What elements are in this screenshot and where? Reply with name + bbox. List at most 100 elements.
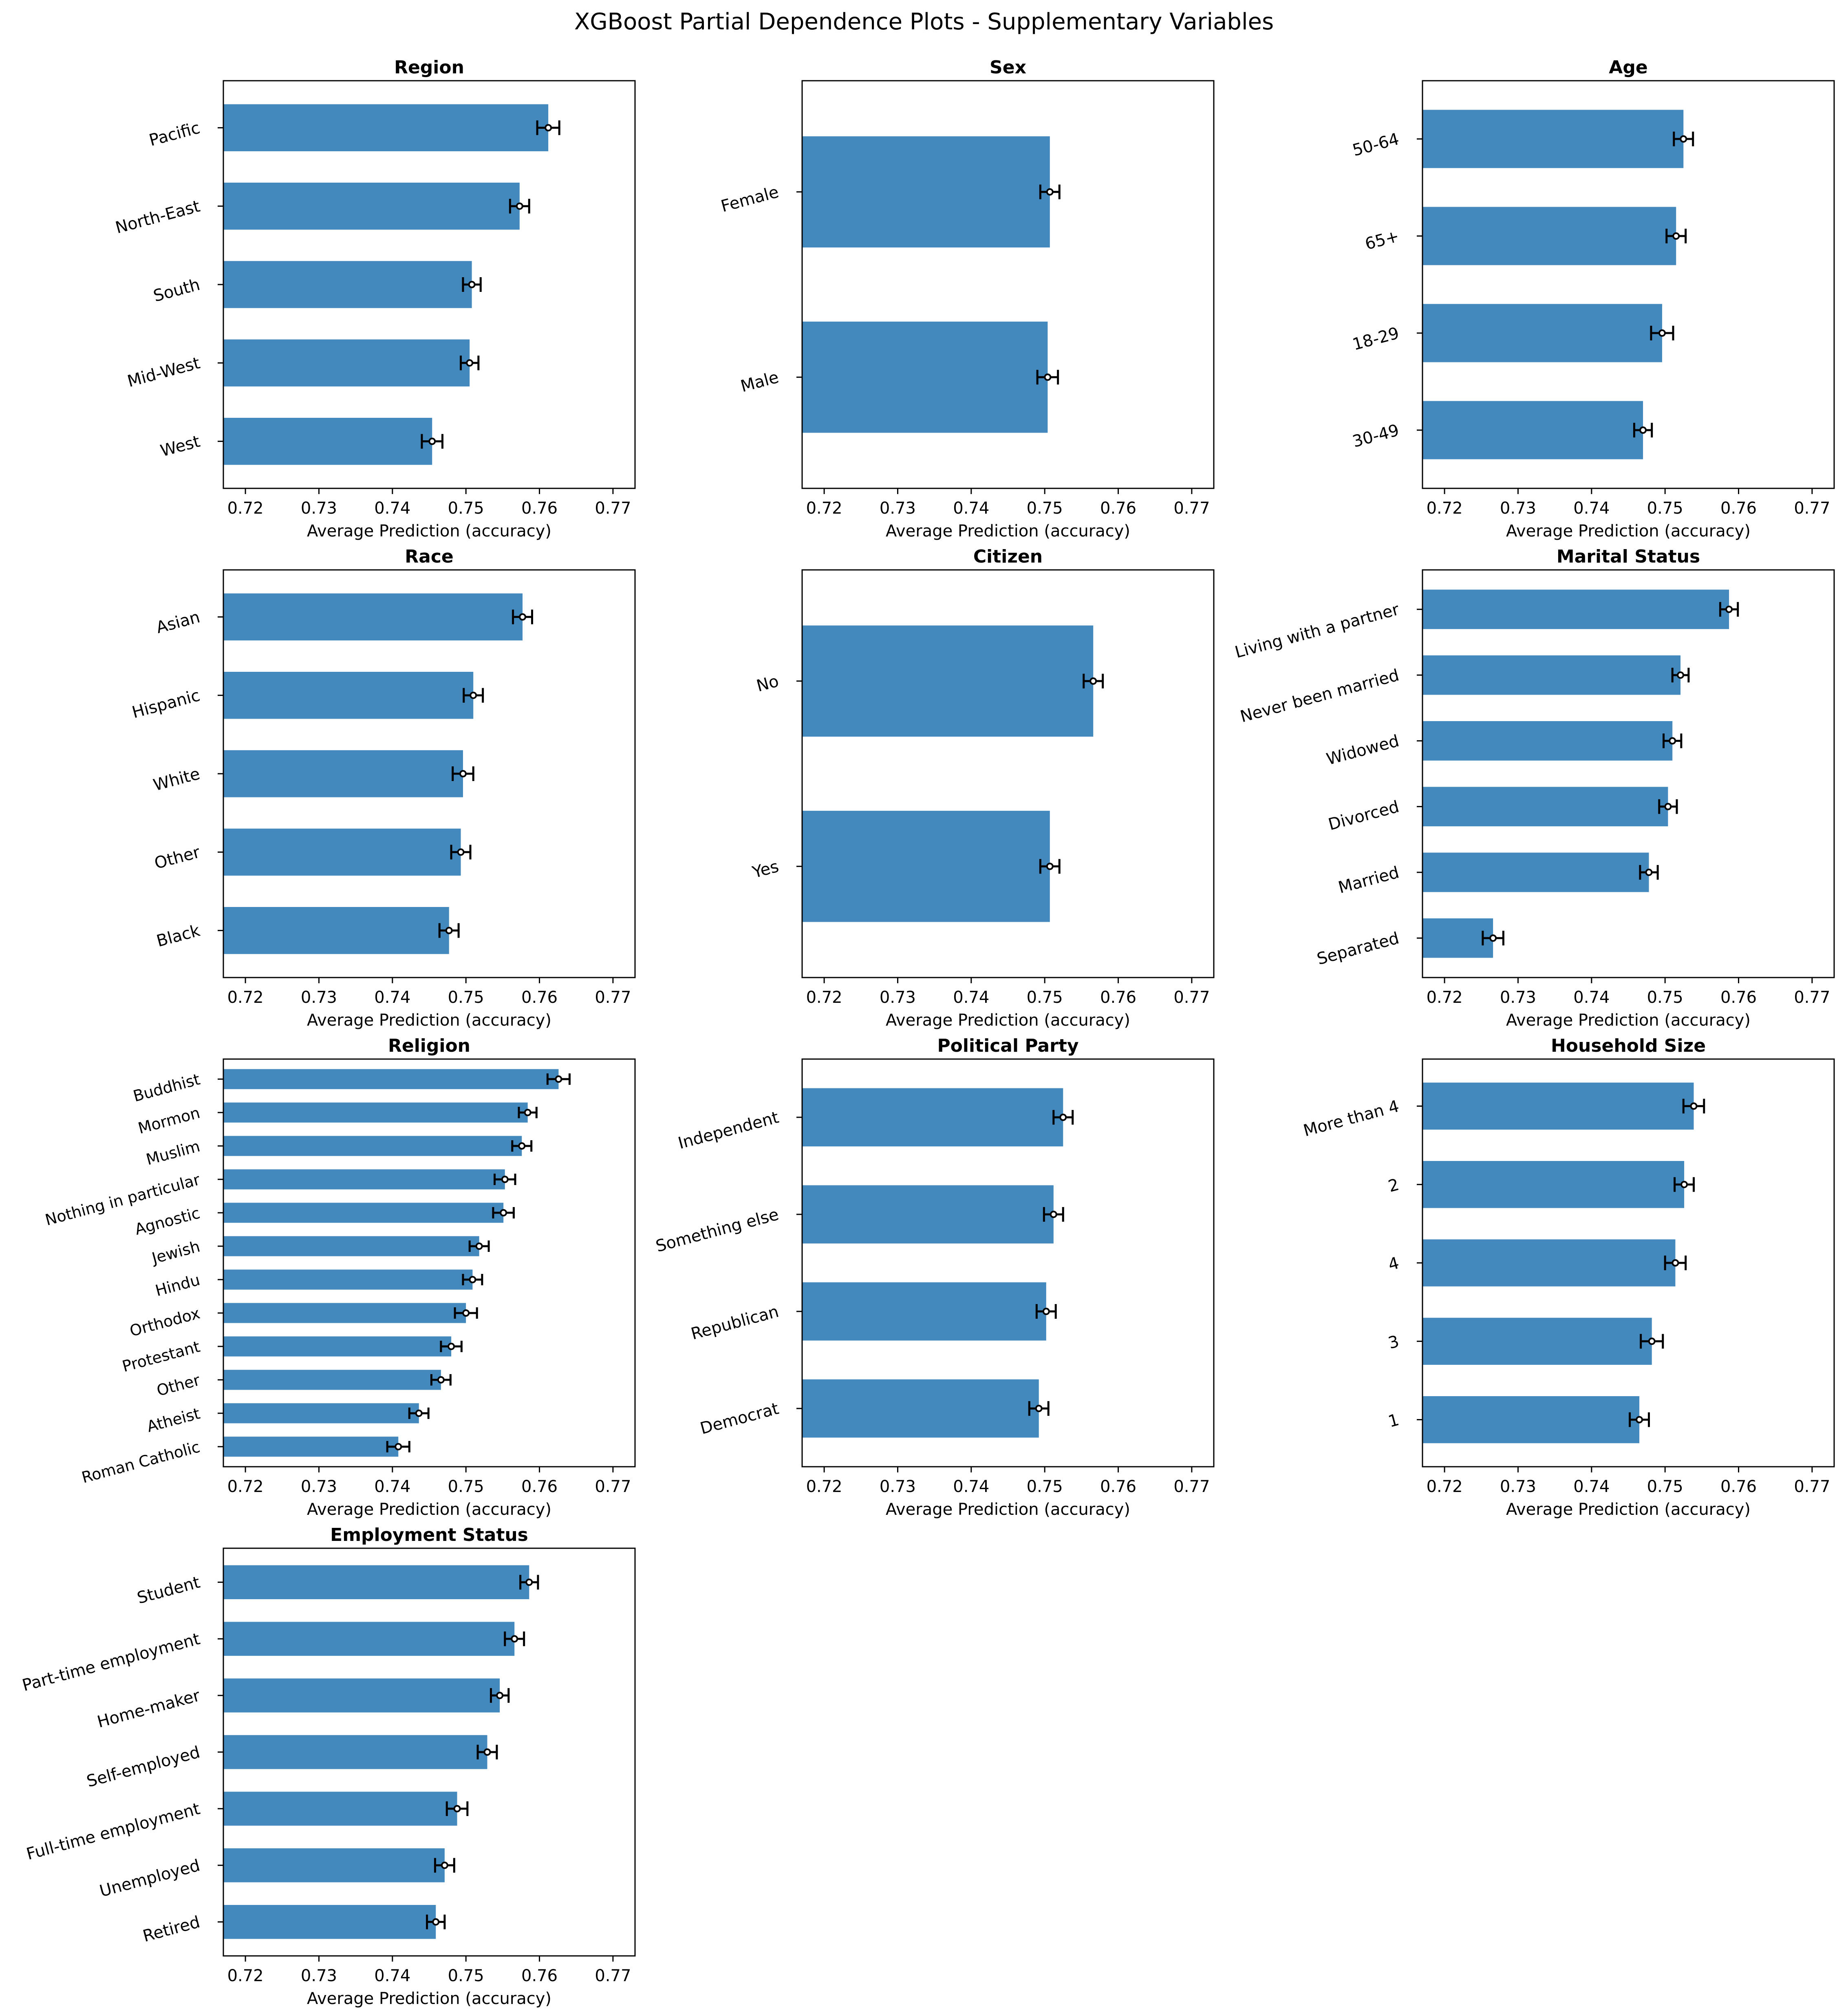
ytick-label-citizen-yes: Yes <box>750 857 781 882</box>
ytick-label-race-hispanic: Hispanic <box>130 686 202 722</box>
panel-title-political-party: Political Party <box>937 1035 1078 1056</box>
xtick-label-religion-4: 0.76 <box>521 1477 558 1496</box>
bar-sex-male <box>802 321 1048 433</box>
mean-point-citizen-no <box>1089 677 1097 685</box>
bar-age-18-29 <box>1422 304 1662 362</box>
bar-race-other <box>223 828 461 876</box>
mean-point-religion-nothing-in-particular <box>501 1176 509 1183</box>
bar-religion-buddhist <box>223 1069 559 1089</box>
ytick-label-religion-mormon: Mormon <box>136 1104 202 1137</box>
xtick-label-region-1: 0.73 <box>301 499 337 518</box>
mean-point-race-hispanic <box>470 691 477 699</box>
bar-household-size-4 <box>1422 1239 1676 1287</box>
bar-political-party-democrat <box>802 1379 1039 1438</box>
ytick-label-employment-status-self-employed: Self-employed <box>85 1743 202 1791</box>
bar-race-hispanic <box>223 672 474 719</box>
ytick-label-political-party-republican: Republican <box>689 1302 781 1344</box>
xtick-label-age-4: 0.76 <box>1720 499 1757 518</box>
mean-point-region-mid-west <box>466 359 474 367</box>
xtick-label-citizen-0: 0.72 <box>806 988 842 1007</box>
xtick-label-employment-status-1: 0.73 <box>301 1966 337 1985</box>
xtick-label-religion-2: 0.74 <box>374 1477 410 1496</box>
xtick-label-region-2: 0.74 <box>374 499 410 518</box>
bar-citizen-no <box>802 625 1094 737</box>
xtick-label-region-0: 0.72 <box>227 499 264 518</box>
xtick-label-political-party-3: 0.75 <box>1027 1477 1063 1496</box>
panel-marital-status: Marital Status Living with a partnerNever… <box>1233 546 1835 1030</box>
bar-employment-status-self-employed <box>223 1735 487 1769</box>
xtick-label-age-5: 0.77 <box>1794 499 1830 518</box>
panel-sex: Sex Female Male 0.72 0.73 0.74 0.75 0.76 0.77 Ave… <box>719 57 1215 541</box>
xtick-label-political-party-4: 0.76 <box>1100 1477 1136 1496</box>
ytick-label-marital-status-married: Married <box>1336 863 1401 897</box>
ytick-label-region-west: West <box>159 432 202 461</box>
ytick-label-household-size-3: 3 <box>1386 1332 1401 1353</box>
panel-citizen: Citizen No Yes 0.72 0.73 0.74 0.75 0.76 0.77 Aver… <box>750 546 1215 1030</box>
figure-title: XGBoost Partial Dependence Plots - Suppl… <box>574 9 1274 35</box>
xtick-label-employment-status-0: 0.72 <box>227 1966 264 1985</box>
bar-religion-orthodox <box>223 1303 466 1323</box>
panel-title-sex: Sex <box>990 57 1026 78</box>
mean-point-marital-status-never-been-married <box>1677 671 1685 679</box>
panel-title-citizen: Citizen <box>973 546 1043 567</box>
mean-point-political-party-democrat <box>1035 1405 1043 1412</box>
xtick-label-employment-status-2: 0.74 <box>374 1966 410 1985</box>
bar-marital-status-divorced <box>1422 787 1668 827</box>
panel-title-religion: Religion <box>388 1035 470 1056</box>
ytick-label-religion-jewish: Jewish <box>149 1237 202 1267</box>
ytick-label-marital-status-widowed: Widowed <box>1325 732 1401 769</box>
xtick-label-religion-0: 0.72 <box>227 1477 264 1496</box>
xtick-label-age-1: 0.73 <box>1500 499 1536 518</box>
mean-point-employment-status-student <box>525 1578 533 1586</box>
mean-point-religion-orthodox <box>462 1309 470 1317</box>
bar-political-party-republican <box>802 1282 1046 1341</box>
bar-household-size-more-than-4 <box>1422 1082 1694 1130</box>
xtick-label-household-size-0: 0.72 <box>1427 1477 1463 1496</box>
bar-marital-status-widowed <box>1422 721 1673 761</box>
xtick-label-religion-5: 0.77 <box>595 1477 631 1496</box>
bar-religion-mormon <box>223 1102 528 1123</box>
xtick-label-marital-status-2: 0.74 <box>1573 988 1610 1007</box>
xtick-label-race-0: 0.72 <box>227 988 264 1007</box>
bar-religion-atheist <box>223 1403 419 1424</box>
axes-frame-sex <box>801 80 1215 489</box>
mean-point-marital-status-divorced <box>1664 803 1672 810</box>
ytick-label-age-65: 65+ <box>1363 227 1401 254</box>
ytick-label-religion-protestant: Protestant <box>120 1337 202 1375</box>
ytick-label-religion-hindu: Hindu <box>153 1271 202 1300</box>
mean-point-race-asian <box>519 613 527 621</box>
xtick-label-religion-1: 0.73 <box>301 1477 337 1496</box>
panel-race: Race Asian Hispanic White Other Black 0.72 0.73… <box>130 546 636 1030</box>
mean-point-sex-male <box>1044 373 1052 381</box>
ytick-label-religion-agnostic: Agnostic <box>133 1204 202 1238</box>
xtick-label-household-size-2: 0.74 <box>1573 1477 1610 1496</box>
ytick-label-region-south: South <box>151 275 202 306</box>
mean-point-political-party-independent <box>1059 1113 1067 1121</box>
bar-sex-female <box>802 136 1050 248</box>
bar-region-pacific <box>223 104 549 152</box>
axes-frame-race <box>223 569 636 978</box>
bar-religion-nothing-in-particular <box>223 1169 505 1190</box>
axes-frame-marital-status <box>1422 569 1835 978</box>
xlabel-region: Average Prediction (accuracy) <box>307 522 551 541</box>
ytick-label-household-size-more-than-4: More than 4 <box>1301 1097 1401 1141</box>
ytick-label-household-size-4: 4 <box>1386 1254 1401 1274</box>
ytick-label-region-north-east: North-East <box>113 197 202 237</box>
xtick-label-political-party-0: 0.72 <box>806 1477 842 1496</box>
bar-marital-status-married <box>1422 852 1649 892</box>
axes-frame-citizen <box>801 569 1215 978</box>
mean-point-religion-jewish <box>475 1243 483 1250</box>
mean-point-religion-atheist <box>415 1409 423 1417</box>
ytick-label-religion-roman-catholic: Roman Catholic <box>80 1438 202 1487</box>
mean-point-age-18-29 <box>1658 329 1666 337</box>
xtick-label-race-2: 0.74 <box>374 988 410 1007</box>
panel-region: Region Pacific North-East South Mid-West West… <box>113 57 636 541</box>
xtick-label-political-party-1: 0.73 <box>880 1477 916 1496</box>
ytick-label-sex-female: Female <box>719 183 781 216</box>
ytick-label-region-pacific: Pacific <box>147 119 202 150</box>
mean-point-sex-female <box>1046 188 1054 196</box>
ytick-label-religion-buddhist: Buddhist <box>131 1070 202 1105</box>
mean-point-religion-other <box>437 1376 445 1384</box>
mean-point-employment-status-unemployed <box>441 1861 448 1869</box>
